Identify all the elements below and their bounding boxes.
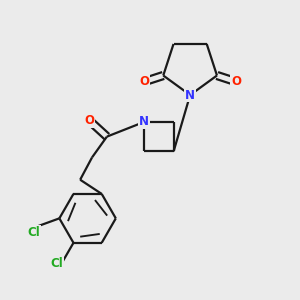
Text: O: O: [84, 114, 94, 127]
Text: O: O: [139, 75, 149, 88]
Text: N: N: [139, 116, 149, 128]
Text: Cl: Cl: [51, 257, 63, 270]
Text: Cl: Cl: [28, 226, 40, 239]
Text: N: N: [185, 88, 195, 101]
Text: O: O: [231, 75, 241, 88]
